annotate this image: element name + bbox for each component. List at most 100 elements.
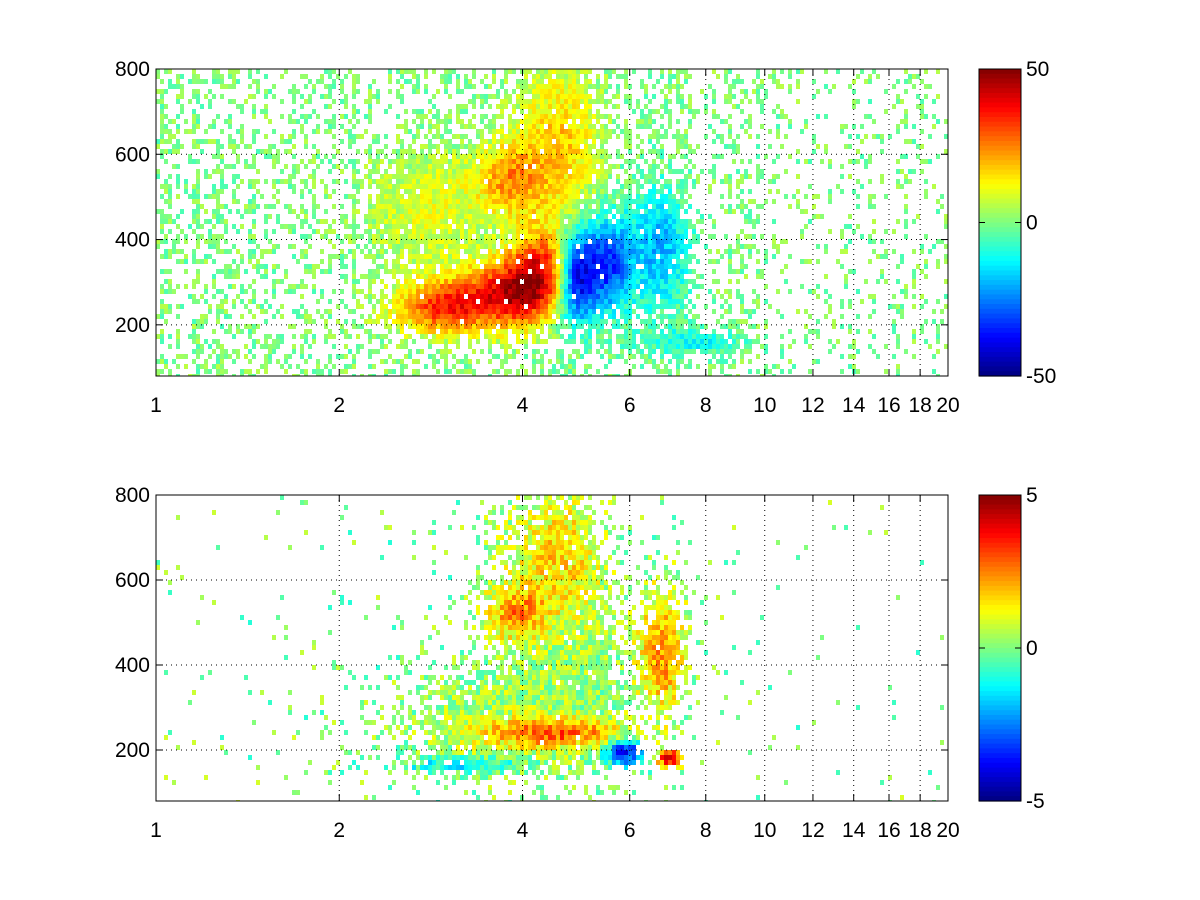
heatmap-cell xyxy=(668,254,672,259)
heatmap-cell xyxy=(216,269,220,274)
heatmap-cell xyxy=(352,169,356,174)
heatmap-cell xyxy=(176,224,180,229)
heatmap-cell xyxy=(584,114,588,119)
heatmap-cell xyxy=(504,94,508,99)
heatmap-cell xyxy=(452,69,456,74)
heatmap-cell xyxy=(328,104,332,109)
heatmap-cell xyxy=(196,184,200,189)
heatmap-cell xyxy=(320,314,324,319)
heatmap-cell xyxy=(436,239,440,244)
heatmap-cell xyxy=(588,279,592,284)
heatmap-cell xyxy=(680,94,684,99)
heatmap-cell xyxy=(648,334,652,339)
heatmap-cell xyxy=(584,199,588,204)
heatmap-cell xyxy=(628,214,632,219)
heatmap-cell xyxy=(524,219,528,224)
heatmap-cell xyxy=(636,269,640,274)
heatmap-cell xyxy=(200,224,204,229)
heatmap-cell xyxy=(528,179,532,184)
heatmap-cell xyxy=(192,329,196,334)
heatmap-cell xyxy=(664,299,668,304)
heatmap-cell xyxy=(620,339,624,344)
heatmap-cell xyxy=(504,314,508,319)
heatmap-cell xyxy=(484,154,488,159)
heatmap-cell xyxy=(312,199,316,204)
heatmap-cell xyxy=(380,174,384,179)
heatmap-cell xyxy=(564,159,568,164)
heatmap-cell xyxy=(624,179,628,184)
heatmap-cell xyxy=(516,119,520,124)
heatmap-cell xyxy=(156,74,160,79)
heatmap-cell xyxy=(224,219,228,224)
heatmap-cell xyxy=(560,289,564,294)
heatmap-cell xyxy=(368,329,372,334)
heatmap-cell xyxy=(400,199,404,204)
heatmap-cell xyxy=(360,274,364,279)
heatmap-cell xyxy=(448,149,452,154)
heatmap-cell xyxy=(420,289,424,294)
heatmap-cell xyxy=(248,229,252,234)
heatmap-cell xyxy=(408,319,412,324)
heatmap-cell xyxy=(336,304,340,309)
heatmap-cell xyxy=(492,69,496,74)
heatmap-cell xyxy=(520,299,524,304)
heatmap-cell xyxy=(560,244,564,249)
heatmap-cell xyxy=(332,204,336,209)
heatmap-cell xyxy=(380,179,384,184)
heatmap-cell xyxy=(432,274,436,279)
heatmap-cell xyxy=(684,349,688,354)
heatmap-cell xyxy=(540,89,544,94)
heatmap-cell xyxy=(556,154,560,159)
heatmap-cell xyxy=(400,154,404,159)
heatmap-cell xyxy=(308,224,312,229)
heatmap-cell xyxy=(628,184,632,189)
heatmap-cell xyxy=(672,229,676,234)
heatmap-cell xyxy=(612,234,616,239)
heatmap-cell xyxy=(492,129,496,134)
heatmap-cell xyxy=(444,314,448,319)
heatmap-cell xyxy=(192,94,196,99)
heatmap-cell xyxy=(216,149,220,154)
heatmap-cell xyxy=(428,324,432,329)
heatmap-cell xyxy=(588,194,592,199)
heatmap-cell xyxy=(508,214,512,219)
heatmap-cell xyxy=(464,229,468,234)
heatmap-cell xyxy=(232,174,236,179)
heatmap-cell xyxy=(384,184,388,189)
heatmap-cell xyxy=(652,164,656,169)
heatmap-cell xyxy=(568,179,572,184)
heatmap-cell xyxy=(592,114,596,119)
heatmap-cell xyxy=(324,334,328,339)
heatmap-cell xyxy=(432,214,436,219)
heatmap-cell xyxy=(568,99,572,104)
heatmap-cell xyxy=(596,279,600,284)
heatmap-cell xyxy=(176,124,180,129)
heatmap-cell xyxy=(684,79,688,84)
heatmap-cell xyxy=(484,329,488,334)
heatmap-cell xyxy=(572,139,576,144)
heatmap-cell xyxy=(232,349,236,354)
heatmap-cell xyxy=(468,169,472,174)
heatmap-cell xyxy=(324,69,328,74)
heatmap-cell xyxy=(588,204,592,209)
heatmap-cell xyxy=(368,294,372,299)
heatmap-cell xyxy=(484,84,488,89)
heatmap-cell xyxy=(544,189,548,194)
heatmap-cell xyxy=(456,184,460,189)
heatmap-cell xyxy=(444,199,448,204)
heatmap-cell xyxy=(304,309,308,314)
heatmap-cell xyxy=(316,219,320,224)
heatmap-cell xyxy=(272,279,276,284)
heatmap-cell xyxy=(580,139,584,144)
heatmap-cell xyxy=(472,304,476,309)
heatmap-cell xyxy=(216,304,220,309)
heatmap-cell xyxy=(572,114,576,119)
heatmap-cell xyxy=(228,329,232,334)
heatmap-cell xyxy=(212,169,216,174)
heatmap-cell xyxy=(512,254,516,259)
heatmap-cell xyxy=(524,84,528,89)
heatmap-cell xyxy=(504,304,508,309)
heatmap-cell xyxy=(552,244,556,249)
heatmap-cell xyxy=(632,179,636,184)
heatmap-cell xyxy=(564,99,568,104)
